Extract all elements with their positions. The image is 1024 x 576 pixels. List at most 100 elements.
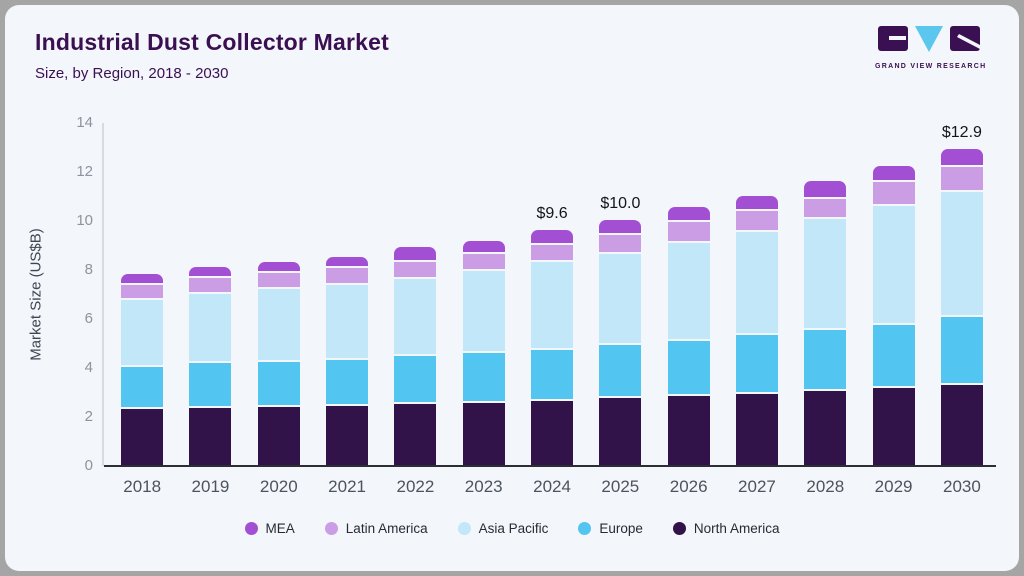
stacked-bar-2025 — [599, 220, 642, 465]
stacked-bar-2022 — [394, 247, 437, 465]
bar-column-2025: $10.0 — [586, 115, 654, 465]
bar-segment-latin-america — [394, 262, 437, 280]
legend-item-mea: MEA — [244, 521, 295, 536]
bar-segment-mea — [121, 273, 164, 285]
y-tick-label: 12 — [76, 163, 93, 180]
bar-segment-asia-pacific — [531, 261, 574, 350]
x-tick-label-2022: 2022 — [396, 477, 435, 496]
legend-dot-icon — [244, 522, 258, 535]
legend-dot-icon — [324, 522, 338, 535]
bar-column-2023 — [450, 115, 518, 465]
page-subtitle: Size, by Region, 2018 - 2030 — [35, 65, 229, 82]
bar-segment-north-america — [940, 384, 983, 465]
bar-segment-europe — [121, 367, 164, 409]
bar-segment-asia-pacific — [735, 232, 778, 335]
bar-segment-europe — [394, 356, 437, 405]
bar-column-2020 — [245, 115, 313, 465]
bar-segment-latin-america — [667, 222, 710, 244]
bar-column-2024: $9.6 — [518, 115, 586, 465]
bar-segment-asia-pacific — [257, 288, 300, 363]
bar-segment-asia-pacific — [872, 206, 915, 325]
y-tick-label: 2 — [84, 408, 93, 425]
bar-column-2029 — [859, 115, 927, 465]
gvr-logo-icon — [878, 26, 980, 52]
legend-item-asia-pacific: Asia Pacific — [457, 521, 549, 536]
bar-segment-europe — [804, 329, 847, 391]
legend-label: Asia Pacific — [478, 521, 549, 536]
bar-segment-mea — [872, 166, 915, 183]
legend-dot-icon — [457, 522, 471, 535]
legend-dot-icon — [578, 522, 592, 535]
bar-segment-latin-america — [735, 211, 778, 233]
bar-segment-mea — [189, 266, 232, 279]
bar-segment-europe — [531, 349, 574, 401]
bar-segment-europe — [326, 360, 369, 407]
bar-segment-europe — [189, 362, 232, 408]
bar-segment-north-america — [872, 387, 915, 465]
bar-segment-north-america — [735, 393, 778, 465]
logo-wordmark: GRAND VIEW RESEARCH — [875, 63, 987, 70]
stacked-bar-2026 — [667, 207, 710, 465]
stacked-bar-2018 — [121, 273, 164, 465]
bar-value-label: $12.9 — [941, 123, 982, 141]
bar-segment-north-america — [462, 402, 505, 465]
y-tick-label: 8 — [84, 261, 93, 278]
legend-item-latin-america: Latin America — [324, 521, 428, 536]
y-tick-label: 4 — [84, 359, 93, 376]
bar-segment-mea — [735, 195, 778, 212]
legend-item-europe: Europe — [578, 521, 643, 536]
bar-segment-latin-america — [872, 182, 915, 207]
y-tick-label: 6 — [84, 310, 93, 327]
bar-column-2019 — [176, 115, 244, 465]
bar-segment-mea — [804, 181, 847, 200]
bar-column-2022 — [381, 115, 449, 465]
x-tick-label-2030: 2030 — [942, 477, 981, 496]
legend-label: North America — [693, 521, 780, 536]
bar-segment-mea — [940, 148, 983, 168]
stacked-bar-2023 — [462, 241, 505, 465]
bar-segment-asia-pacific — [599, 254, 642, 345]
bar-segment-europe — [462, 352, 505, 403]
page-title: Industrial Dust Collector Market — [35, 29, 390, 55]
bar-segment-latin-america — [462, 254, 505, 272]
chart-card: Industrial Dust Collector Market Size, b… — [5, 5, 1019, 571]
y-axis-title: Market Size (US$B) — [27, 228, 45, 361]
y-axis-line — [102, 123, 104, 466]
legend-label: Latin America — [345, 521, 428, 536]
x-axis-line — [104, 465, 996, 467]
stacked-bar-2029 — [872, 166, 915, 465]
x-tick-label-2018: 2018 — [123, 477, 162, 496]
stacked-bar-2027 — [735, 195, 778, 465]
bar-segment-mea — [257, 261, 300, 274]
bar-segment-mea — [599, 220, 642, 235]
bar-segment-north-america — [121, 408, 164, 465]
legend-item-north-america: North America — [672, 521, 780, 536]
grand-view-research-logo: GRAND VIEW RESEARCH — [875, 25, 987, 70]
x-tick-label-2026: 2026 — [669, 477, 708, 496]
bar-segment-latin-america — [326, 268, 369, 286]
bar-column-2018 — [108, 115, 176, 465]
bar-segment-mea — [394, 247, 437, 263]
bar-column-2028 — [791, 115, 859, 465]
y-tick-label: 10 — [76, 212, 93, 229]
stacked-bar-2020 — [257, 261, 300, 465]
bar-segment-mea — [462, 241, 505, 255]
bar-value-label: $10.0 — [600, 195, 641, 213]
bar-segment-europe — [940, 316, 983, 385]
x-tick-label-2025: 2025 — [601, 477, 640, 496]
bar-segment-europe — [872, 324, 915, 388]
bar-segment-latin-america — [531, 244, 574, 262]
legend-label: MEA — [265, 521, 295, 536]
bar-segment-asia-pacific — [121, 299, 164, 368]
stacked-bar-2030 — [940, 148, 983, 465]
x-tick-label-2019: 2019 — [191, 477, 230, 496]
bar-segment-asia-pacific — [462, 271, 505, 353]
bar-segment-europe — [667, 340, 710, 397]
y-tick-label: 14 — [76, 114, 93, 131]
x-tick-label-2028: 2028 — [806, 477, 845, 496]
bar-segment-europe — [735, 334, 778, 394]
bar-segment-north-america — [394, 404, 437, 465]
bar-segment-north-america — [326, 406, 369, 465]
bar-segment-asia-pacific — [667, 243, 710, 341]
bar-value-label: $9.6 — [536, 204, 568, 222]
